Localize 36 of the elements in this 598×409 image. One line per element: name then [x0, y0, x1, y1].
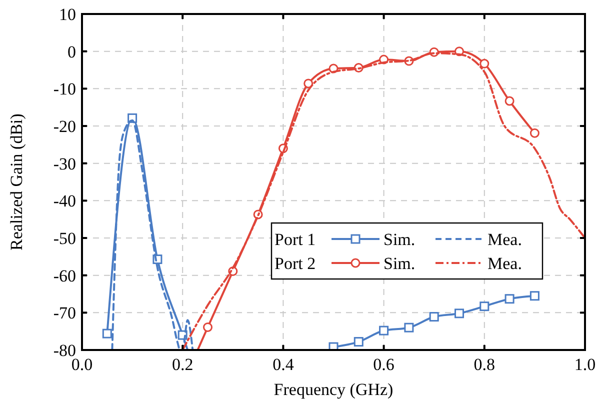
y-tick-label: -60	[53, 266, 76, 286]
y-axis-title: Realized Gain (dBi)	[7, 114, 26, 250]
y-tick-label: -20	[53, 117, 76, 136]
legend-label: Sim.	[384, 254, 416, 273]
point	[530, 128, 540, 138]
legend-label: Sim.	[384, 230, 416, 249]
point	[404, 322, 414, 332]
point	[429, 312, 439, 322]
x-tick-label: 0.8	[474, 355, 496, 374]
y-tick-label: -30	[53, 154, 76, 174]
x-tick-label: 0.4	[272, 355, 294, 374]
legend-label: Mea.	[488, 230, 522, 249]
annotation: Port 1	[274, 230, 316, 249]
y-tick-label: -50	[53, 229, 76, 248]
point	[203, 322, 212, 332]
point	[304, 78, 314, 88]
point	[480, 302, 490, 312]
y-tick-label: 10	[59, 5, 76, 24]
annotation: Port 2	[274, 254, 316, 273]
legend-label: Mea.	[488, 254, 522, 273]
point	[530, 291, 540, 301]
point	[102, 328, 112, 338]
y-tick-label: -10	[53, 80, 76, 99]
point	[454, 308, 464, 318]
x-axis-title: Frequency (GHz)	[274, 380, 394, 399]
point	[480, 58, 490, 68]
y-tick-label: -40	[53, 192, 76, 211]
point	[504, 96, 514, 106]
y-tick-label: 0	[68, 42, 76, 62]
point	[504, 294, 514, 304]
x-tick-label: 1.0	[574, 355, 596, 374]
y-tick-label: -70	[53, 304, 76, 323]
x-tick-label: 0.2	[172, 355, 194, 374]
point	[354, 337, 364, 347]
x-tick-label: 0.6	[373, 355, 394, 374]
point	[379, 326, 389, 336]
